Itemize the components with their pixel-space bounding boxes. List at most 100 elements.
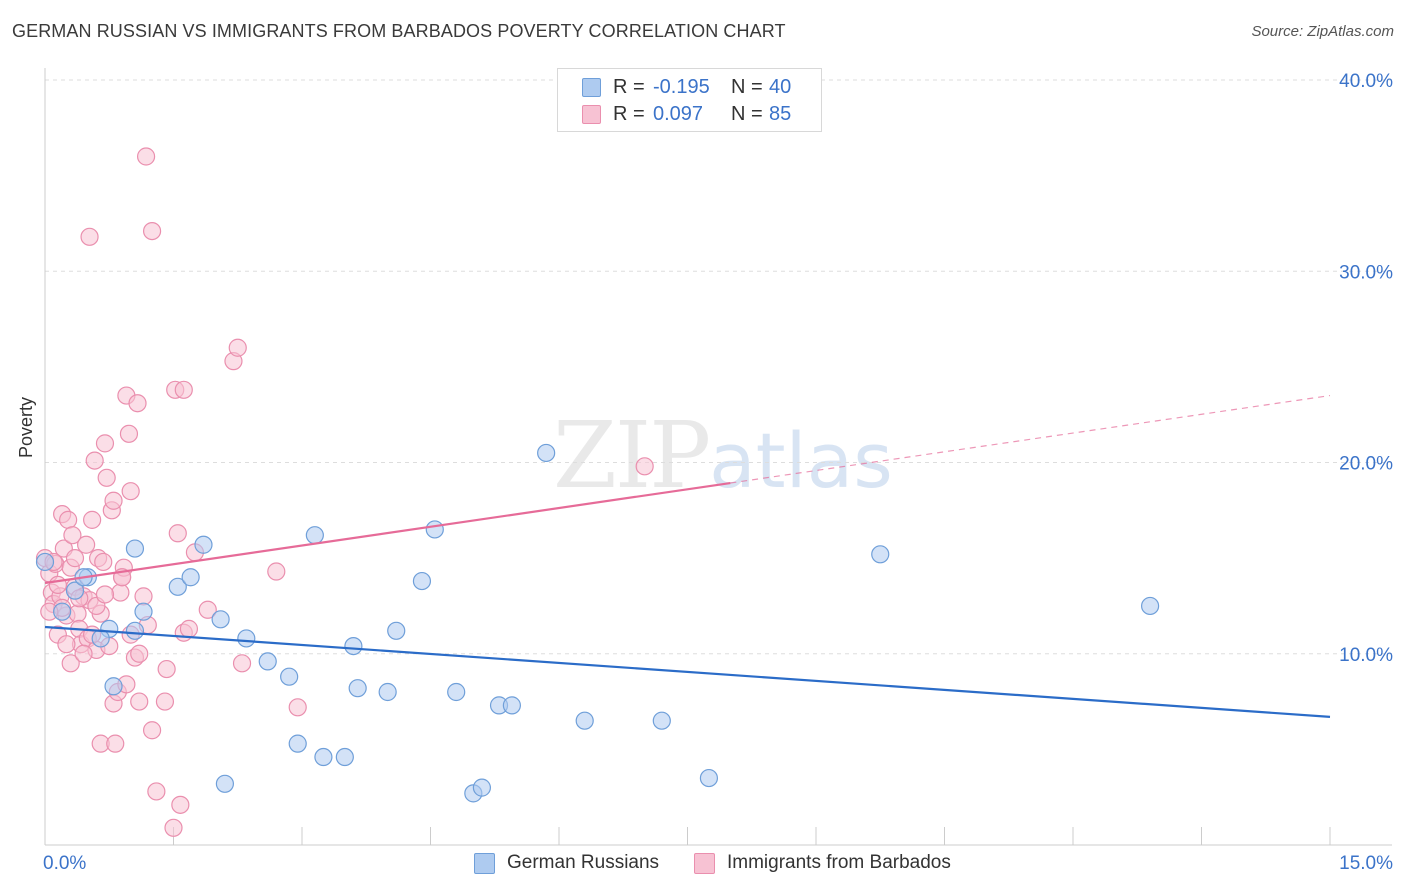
point-barbados xyxy=(168,524,187,543)
legend-label: Immigrants from Barbados xyxy=(727,852,951,873)
point-german-russians xyxy=(125,621,145,640)
trend-lines xyxy=(44,394,1331,718)
point-barbados xyxy=(635,457,654,476)
point-barbados xyxy=(155,692,175,711)
point-german-russians xyxy=(181,568,200,587)
point-barbados xyxy=(142,721,162,740)
point-german-russians xyxy=(348,679,367,698)
point-barbados xyxy=(77,535,96,554)
point-barbados xyxy=(68,604,87,623)
point-barbados xyxy=(111,583,130,602)
gridlines xyxy=(45,79,1392,655)
point-barbados xyxy=(128,394,147,413)
point-barbados xyxy=(232,654,252,673)
x-tick-label: 15.0% xyxy=(1339,853,1393,874)
point-german-russians xyxy=(168,577,187,596)
x-tick-label: 0.0% xyxy=(43,853,86,874)
point-german-russians xyxy=(258,652,277,671)
r-value: -0.195 xyxy=(653,75,710,98)
point-barbados xyxy=(198,600,217,619)
correlation-legend: R = -0.195 N = 40 R = 0.097 N = 85 xyxy=(557,68,822,132)
n-label: N = xyxy=(731,75,763,98)
trend-line-extension-barbados xyxy=(730,394,1331,484)
point-german-russians xyxy=(35,552,55,572)
point-german-russians xyxy=(305,526,324,545)
point-barbados xyxy=(157,659,176,679)
point-german-russians xyxy=(699,768,719,788)
point-barbados xyxy=(95,585,115,604)
point-barbados xyxy=(48,575,67,595)
point-barbados xyxy=(106,734,125,753)
legend-row-german-russians: R = -0.195 N = 40 xyxy=(582,75,791,99)
y-tick-label: 20.0% xyxy=(1339,454,1393,475)
point-german-russians xyxy=(1140,596,1160,616)
source-label: Source: ZipAtlas.com xyxy=(1251,23,1394,40)
point-german-russians xyxy=(125,539,145,558)
point-german-russians xyxy=(447,682,466,702)
point-barbados xyxy=(142,221,162,241)
point-barbados xyxy=(136,147,156,166)
point-german-russians xyxy=(871,545,890,564)
series-legend: German Russians Immigrants from Barbados xyxy=(0,852,1406,876)
point-german-russians xyxy=(652,711,671,730)
point-barbados xyxy=(65,549,85,568)
chart-title: GERMAN RUSSIAN VS IMMIGRANTS FROM BARBAD… xyxy=(12,21,786,41)
point-barbados xyxy=(85,451,104,470)
point-barbados xyxy=(57,635,76,654)
axes xyxy=(44,68,1392,846)
y-tick-label: 10.0% xyxy=(1339,645,1393,666)
point-barbados xyxy=(97,468,116,487)
point-german-russians xyxy=(211,610,230,629)
y-tick-label: 30.0% xyxy=(1339,262,1393,283)
blue-swatch xyxy=(474,852,495,874)
point-german-russians xyxy=(280,667,299,686)
n-label: N = xyxy=(731,102,763,125)
pink-swatch xyxy=(582,104,601,124)
point-german-russians xyxy=(378,682,397,702)
r-label: R = xyxy=(613,102,645,125)
point-barbados xyxy=(171,795,190,814)
point-german-russians xyxy=(537,443,556,463)
tick-labels: 10.0% 20.0% 30.0% 40.0% 0.0% 15.0% xyxy=(43,71,1393,874)
point-german-russians xyxy=(575,711,594,730)
blue-swatch xyxy=(582,77,601,97)
point-german-russians xyxy=(194,535,213,554)
point-barbados xyxy=(174,380,193,399)
point-barbados xyxy=(104,491,123,510)
series-german-russians-points xyxy=(35,443,1160,803)
point-german-russians xyxy=(65,581,85,600)
point-german-russians xyxy=(91,629,110,648)
series-barbados-points xyxy=(35,147,654,837)
point-german-russians xyxy=(288,734,307,753)
n-value: 85 xyxy=(769,102,792,125)
point-barbados xyxy=(61,654,80,673)
point-barbados xyxy=(80,227,99,246)
point-german-russians xyxy=(215,774,234,793)
n-value: 40 xyxy=(769,75,792,98)
watermark-atlas: atlas xyxy=(709,416,893,505)
point-barbados xyxy=(95,434,115,453)
point-german-russians xyxy=(134,602,153,621)
legend-item-barbados: Immigrants from Barbados xyxy=(694,852,951,874)
r-label: R = xyxy=(613,75,645,98)
point-barbados xyxy=(119,424,139,443)
point-german-russians xyxy=(502,696,521,715)
y-axis-label: Poverty xyxy=(16,396,36,458)
trend-line-barbados xyxy=(44,481,731,585)
point-german-russians xyxy=(412,571,432,591)
legend-label: German Russians xyxy=(507,852,660,873)
point-barbados xyxy=(74,644,93,663)
point-barbados xyxy=(94,552,113,572)
point-barbados xyxy=(121,482,140,501)
point-barbados xyxy=(288,698,307,717)
point-german-russians xyxy=(314,747,333,767)
point-german-russians xyxy=(104,677,123,696)
legend-row-barbados: R = 0.097 N = 85 xyxy=(582,102,791,126)
point-german-russians xyxy=(344,636,363,656)
y-tick-label: 40.0% xyxy=(1339,71,1393,92)
point-barbados xyxy=(59,510,78,529)
point-barbados xyxy=(130,692,149,711)
point-german-russians xyxy=(472,778,491,797)
point-barbados xyxy=(134,587,153,606)
